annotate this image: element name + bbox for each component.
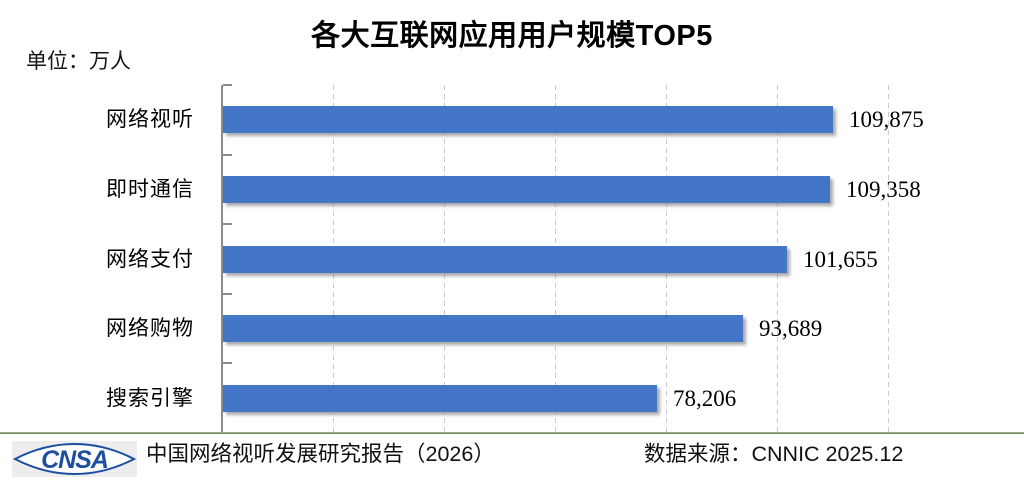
axis-tick [223, 223, 232, 226]
bar [223, 106, 833, 133]
bar [223, 176, 830, 203]
value-label: 109,875 [849, 107, 924, 132]
category-label: 网络购物 [106, 316, 194, 340]
axis-tick [223, 84, 232, 86]
category-label: 搜索引擎 [106, 386, 194, 410]
cnsa-logo: CNSA [12, 441, 137, 477]
bar [223, 385, 657, 412]
logo-lens-shape [12, 442, 137, 476]
chart-title: 各大互联网应用用户规模TOP5 [311, 20, 713, 52]
axis-tick [223, 362, 232, 365]
y-axis-line [221, 85, 223, 433]
footer: CNSA 中国网络视听发展研究报告（2026） 数据来源：CNNIC 2025.… [0, 434, 1024, 482]
footer-separator-line [0, 432, 1024, 434]
category-label: 网络支付 [106, 247, 194, 271]
axis-tick [223, 292, 232, 295]
value-label: 93,689 [759, 316, 823, 341]
category-label: 即时通信 [106, 177, 194, 201]
data-source: 数据来源：CNNIC 2025.12 [644, 442, 904, 466]
logo-text: CNSA [41, 446, 108, 474]
value-label: 101,655 [803, 247, 878, 272]
category-label: 网络视听 [106, 107, 194, 131]
bar [223, 246, 787, 273]
gridline [888, 85, 889, 433]
value-label: 78,206 [673, 386, 737, 411]
report-title: 中国网络视听发展研究报告（2026） [146, 442, 495, 466]
unit-label: 单位：万人 [26, 49, 131, 73]
value-label: 109,358 [846, 177, 921, 202]
axis-tick [223, 153, 232, 156]
bar [223, 315, 743, 342]
